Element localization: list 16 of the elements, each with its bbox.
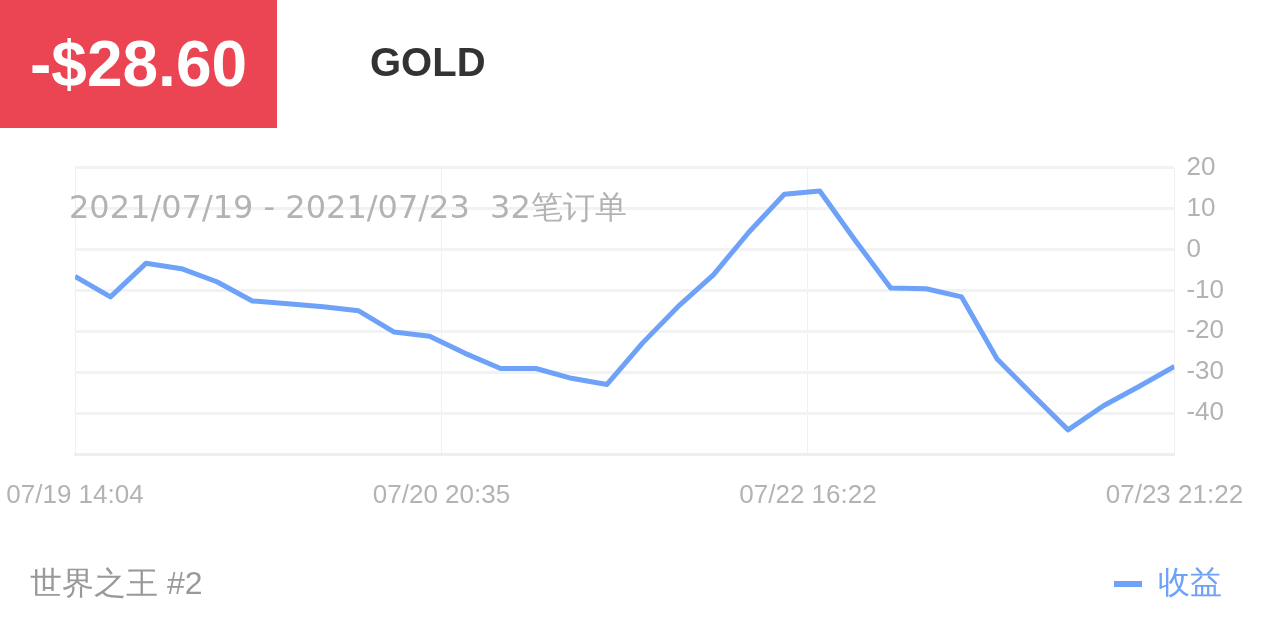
y-tick-label: -30 xyxy=(1186,355,1224,386)
chart-title: -$28.60 xyxy=(0,0,278,128)
y-tick-label: -20 xyxy=(1186,314,1224,345)
chart-subtitle: GOLD xyxy=(370,40,486,85)
y-tick-label: 0 xyxy=(1186,232,1201,263)
y-tick-label: 10 xyxy=(1186,191,1216,222)
text: 07/19 14:04 xyxy=(6,479,144,510)
y-tick-label: -40 xyxy=(1186,396,1224,427)
text: 07/22 16:22 xyxy=(739,479,877,510)
text: 世界之王 #2 xyxy=(30,564,203,603)
text: 07/23 21:22 xyxy=(1105,479,1244,510)
y-tick-label: -10 xyxy=(1186,273,1224,304)
annotation: 2021/07/19 - 2021/07/23 32笔订单 xyxy=(69,187,627,226)
text: 07/20 20:35 xyxy=(372,479,511,510)
y-tick-label: 20 xyxy=(1186,150,1216,181)
legend-label: 收益 xyxy=(1158,563,1222,600)
